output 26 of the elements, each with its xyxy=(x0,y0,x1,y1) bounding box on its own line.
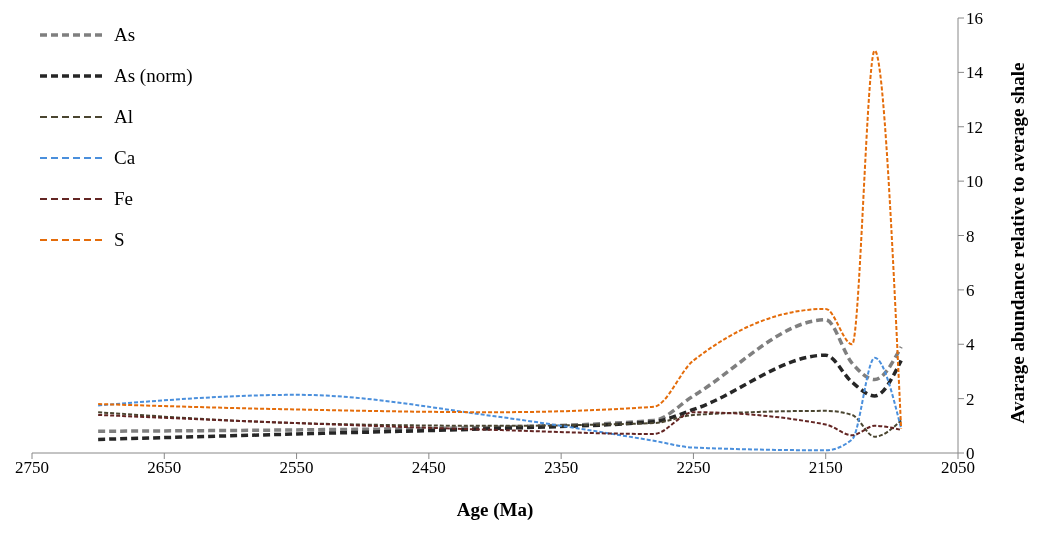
legend-label: Ca xyxy=(114,146,136,169)
y-tick-label: 8 xyxy=(966,226,975,246)
legend-label: As (norm) xyxy=(114,64,193,87)
x-tick-label: 2250 xyxy=(676,458,711,478)
legend-label: Fe xyxy=(114,187,133,210)
y-tick-label: 12 xyxy=(966,117,983,137)
y-tick-label: 10 xyxy=(966,172,983,192)
x-tick-label: 2650 xyxy=(147,458,182,478)
x-tick-label: 2750 xyxy=(15,458,49,478)
legend-label: Al xyxy=(114,105,133,128)
legend-label: S xyxy=(114,228,125,251)
x-tick-label: 2450 xyxy=(411,458,446,478)
x-tick-label: 2050 xyxy=(941,458,975,478)
y-tick-label: 4 xyxy=(966,335,975,355)
x-tick-label: 2350 xyxy=(544,458,579,478)
y-axis-title: Avarage abundance relative to average shale xyxy=(1007,61,1029,426)
y-tick-label: 16 xyxy=(966,9,983,29)
y-tick-label: 6 xyxy=(966,280,975,300)
x-axis-title: Age (Ma) xyxy=(456,499,534,521)
legend-label: As xyxy=(114,23,136,46)
line-series xyxy=(96,318,903,433)
x-tick-label: 2550 xyxy=(279,458,314,478)
y-tick-label: 2 xyxy=(966,389,975,409)
line-series xyxy=(97,49,903,430)
y-tick-label: 14 xyxy=(966,63,984,83)
x-tick-label: 2150 xyxy=(808,458,843,478)
